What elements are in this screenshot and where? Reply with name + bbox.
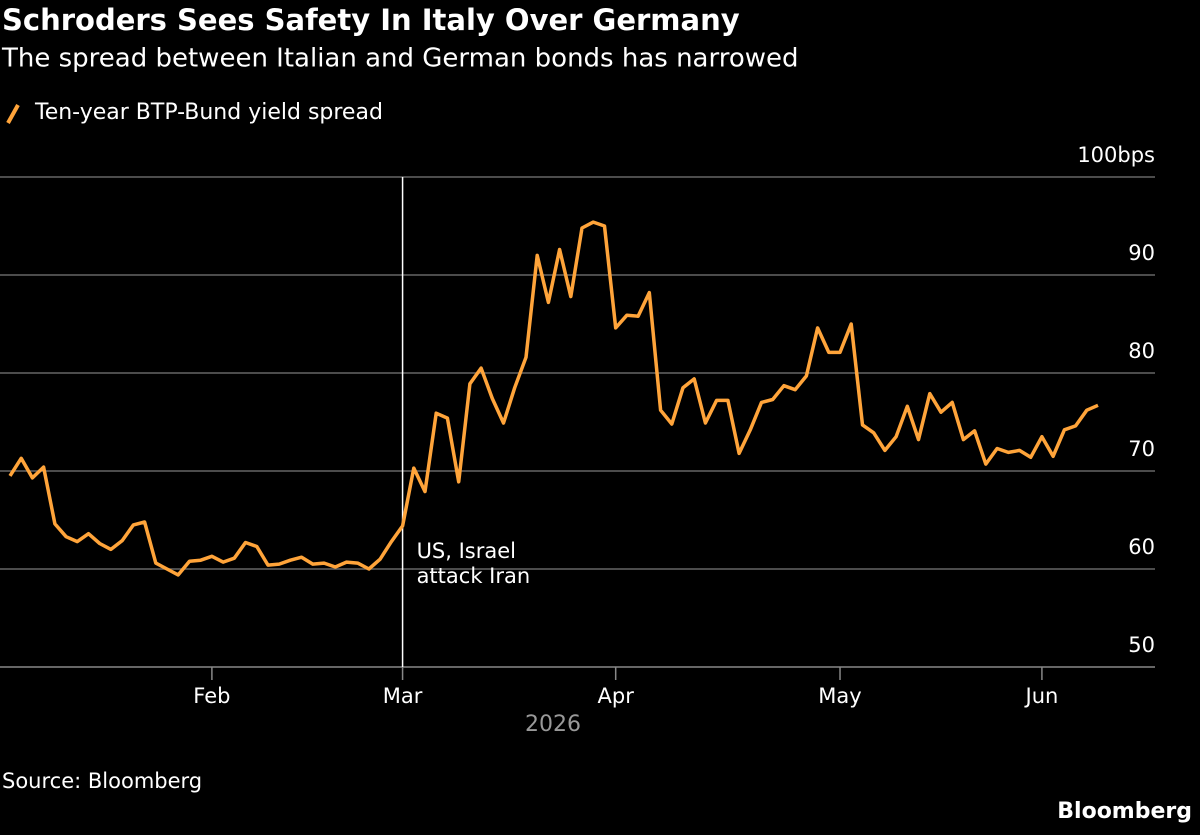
series-line <box>8 220 1099 577</box>
y-tick-label: 100bps <box>1077 143 1155 167</box>
x-tick-label: May <box>818 684 861 708</box>
chart-subtitle: The spread between Italian and German bo… <box>1 44 799 74</box>
annotation-text: US, Israel <box>417 539 516 563</box>
x-axis-label: 2026 <box>525 712 581 737</box>
x-tick-label: Feb <box>193 684 230 708</box>
y-tick-label: 60 <box>1128 535 1155 559</box>
x-tick-label: Jun <box>1024 684 1059 708</box>
annotation-text: attack Iran <box>417 564 531 588</box>
legend-label: Ten-year BTP-Bund yield spread <box>34 100 383 125</box>
y-tick-label: 80 <box>1128 339 1155 363</box>
y-tick-label: 70 <box>1128 437 1155 461</box>
legend-swatch <box>6 104 20 124</box>
chart-title: Schroders Sees Safety In Italy Over Germ… <box>2 3 740 37</box>
y-tick-label: 50 <box>1128 633 1155 657</box>
source: Source: Bloomberg <box>2 769 202 793</box>
brand: Bloomberg <box>1057 799 1192 824</box>
y-tick-label: 90 <box>1128 241 1155 265</box>
x-tick-label: Apr <box>598 684 635 708</box>
x-tick-label: Mar <box>383 684 423 708</box>
